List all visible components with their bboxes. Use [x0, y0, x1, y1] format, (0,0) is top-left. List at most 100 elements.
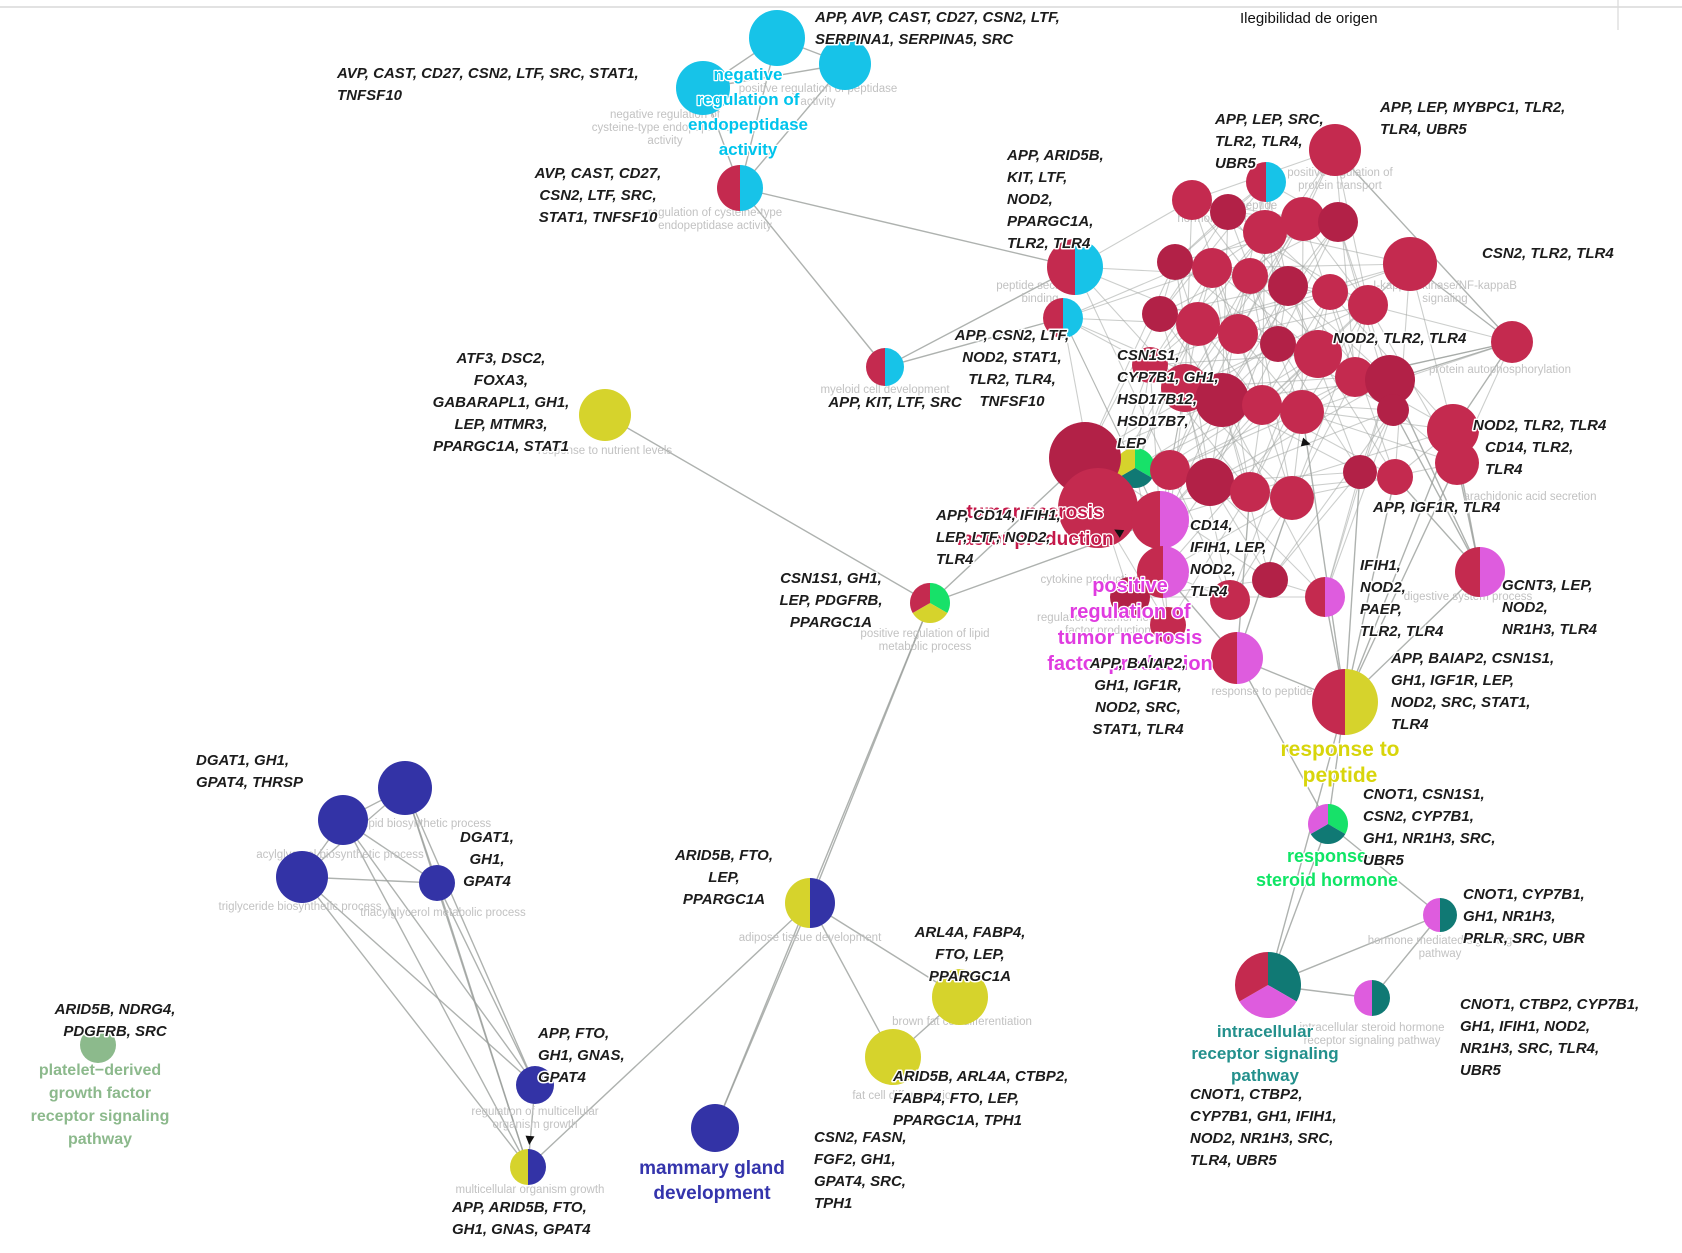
- network-node-rc35[interactable]: [1343, 455, 1377, 489]
- network-node-b2[interactable]: [318, 795, 368, 845]
- network-node-fc[interactable]: [865, 1029, 921, 1085]
- network-edge: [1301, 411, 1346, 703]
- network-node-pg[interactable]: [80, 1027, 116, 1063]
- network-edge: [1169, 411, 1303, 471]
- network-node-rc40[interactable]: [1210, 580, 1250, 620]
- gene-labels: AVP, CAST, CD27, CSN2, LTF, SRC, STAT1, T…: [52, 8, 1641, 1240]
- network-node-m5[interactable]: [1455, 547, 1505, 597]
- gene-label: AVP, CAST, CD27, CSN2, LTF, SRC, STAT1, T…: [336, 65, 639, 104]
- network-node-c3[interactable]: [819, 38, 871, 90]
- network-node-rc16[interactable]: [1218, 314, 1258, 354]
- network-node-c2[interactable]: [749, 10, 805, 66]
- network-node-rc8[interactable]: [1157, 244, 1193, 280]
- network-node-rc17[interactable]: [1260, 326, 1296, 362]
- faint-label: regulation of cysteine-type endopeptidase…: [648, 207, 782, 232]
- network-node-mc[interactable]: [866, 348, 904, 386]
- network-edge: [436, 882, 529, 1168]
- network-node-rc34[interactable]: [1270, 476, 1314, 520]
- network-node-b3[interactable]: [276, 851, 328, 903]
- network-node-b4[interactable]: [419, 865, 455, 901]
- network-node-rc19[interactable]: [1335, 357, 1375, 397]
- network-node-hc1[interactable]: [1043, 298, 1083, 338]
- network-node-rc1[interactable]: [1172, 180, 1212, 220]
- gene-label: APP, KIT, LTF, SRC: [827, 394, 963, 411]
- network-node-rc3[interactable]: [1243, 210, 1287, 254]
- network-node-m1[interactable]: [1131, 491, 1189, 549]
- network-node-pep[interactable]: [1312, 669, 1378, 735]
- network-node-rc26[interactable]: [1377, 394, 1409, 426]
- network-node-m3[interactable]: [1211, 632, 1263, 684]
- network-node-rc18[interactable]: [1294, 330, 1342, 378]
- network-node-rc9[interactable]: [1192, 248, 1232, 288]
- network-node-rc10[interactable]: [1232, 258, 1268, 294]
- network-node-c4[interactable]: [717, 165, 763, 211]
- term-label: response to peptide: [1280, 738, 1399, 787]
- network-node-rc13[interactable]: [1348, 285, 1388, 325]
- network-node-lp[interactable]: [910, 583, 951, 623]
- network-edge: [1344, 476, 1396, 703]
- term-label: platelet−derived growth factor receptor si…: [31, 1062, 170, 1148]
- faint-label: response to peptide: [1211, 686, 1312, 698]
- network-node-hc3[interactable]: [1246, 162, 1286, 202]
- network-node-ic[interactable]: [1235, 952, 1301, 1019]
- network-node-ad[interactable]: [785, 878, 835, 928]
- network-edge: [714, 602, 931, 1129]
- gene-label: APP, CSN2, LTF, NOD2, STAT1, TLR2, TLR4, TN…: [954, 327, 1069, 410]
- network-node-rc38[interactable]: [1110, 577, 1150, 617]
- network-node-rc6[interactable]: [1383, 237, 1437, 291]
- network-node-rc32[interactable]: [1186, 458, 1234, 506]
- network-node-nu[interactable]: [579, 389, 631, 441]
- network-edge: [1237, 149, 1336, 335]
- faint-label: digestive system process: [1404, 591, 1533, 603]
- network-edge: [1269, 471, 1361, 581]
- network-node-rc41[interactable]: [1252, 562, 1288, 598]
- network-nodes[interactable]: [80, 10, 1533, 1185]
- network-node-hm2[interactable]: [1354, 980, 1390, 1016]
- network-node-c1[interactable]: [676, 61, 730, 115]
- term-label: positive regulation of tumor necrosis facto…: [1047, 575, 1213, 675]
- network-node-g2[interactable]: [510, 1149, 546, 1185]
- network-node-rc33[interactable]: [1230, 472, 1270, 512]
- gene-label: DGAT1, GH1, GPAT4: [460, 829, 514, 890]
- network-node-rc20[interactable]: [1365, 355, 1415, 405]
- network-node-st[interactable]: [1308, 804, 1349, 845]
- network-node-rc31[interactable]: [1150, 450, 1190, 490]
- term-label: intracellular receptor signaling pathway: [1191, 1022, 1338, 1085]
- network-node-rc15[interactable]: [1176, 302, 1220, 346]
- network-node-hm1[interactable]: [1423, 898, 1457, 932]
- network-node-rc11[interactable]: [1268, 266, 1308, 306]
- term-label: mammary gland development: [639, 1158, 785, 1204]
- gene-label: APP, BAIAP2, GH1, IGF1R, NOD2, SRC, STAT1, …: [1089, 655, 1186, 738]
- network-node-rc28[interactable]: [1491, 321, 1533, 363]
- gene-label: APP, IGF1R, TLR4: [1372, 499, 1501, 516]
- network-node-rc39[interactable]: [1150, 607, 1186, 643]
- network-node-rc12[interactable]: [1312, 274, 1348, 310]
- network-edge: [1209, 481, 1326, 598]
- network-node-hc2[interactable]: [1047, 239, 1103, 295]
- network-node-rc14[interactable]: [1142, 296, 1178, 332]
- network-node-rc4[interactable]: [1281, 197, 1325, 241]
- network-node-m4[interactable]: [1305, 577, 1345, 617]
- network-node-rc7[interactable]: [1309, 124, 1361, 176]
- faint-label: triglyceride biosynthetic process: [219, 901, 382, 913]
- network-node-t1[interactable]: [1114, 448, 1155, 489]
- network-node-rc23[interactable]: [1195, 373, 1249, 427]
- network-edge: [884, 317, 1064, 368]
- network-node-rc37[interactable]: [1435, 441, 1479, 485]
- network-node-m2[interactable]: [1137, 546, 1189, 598]
- network-node-rc25[interactable]: [1280, 390, 1324, 434]
- network-node-rc36[interactable]: [1377, 459, 1413, 495]
- network-node-b1[interactable]: [378, 761, 432, 815]
- network-node-rc21[interactable]: [1132, 347, 1168, 383]
- network-node-g1[interactable]: [516, 1066, 554, 1104]
- network-edge: [739, 187, 1076, 268]
- network-node-g3[interactable]: [691, 1104, 739, 1152]
- network-node-rc30[interactable]: [1058, 468, 1138, 548]
- network-node-rc2[interactable]: [1210, 194, 1246, 230]
- network-node-rc5[interactable]: [1318, 202, 1358, 242]
- network-node-bf[interactable]: [932, 969, 988, 1025]
- gene-label: APP, LEP, SRC, TLR2, TLR4, UBR5: [1214, 111, 1324, 172]
- gene-label: NOD2, TLR2, TLR4: [1333, 330, 1467, 347]
- network-node-rc24[interactable]: [1242, 385, 1282, 425]
- faint-label: positive regulation of lipid metabolic pr…: [860, 628, 989, 653]
